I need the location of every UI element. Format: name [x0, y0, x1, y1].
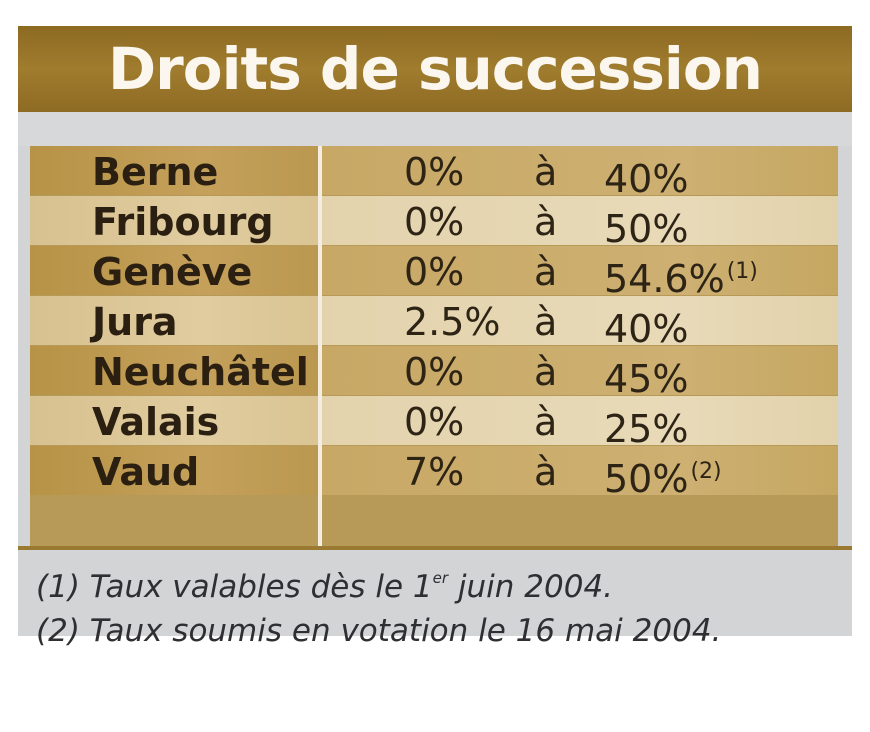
rate-cell: 0% à 40% [322, 146, 838, 201]
canton-name: Jura [92, 300, 178, 344]
canton-cell: Valais [30, 396, 318, 445]
rate-to-value: 50% [604, 207, 689, 251]
canton-name: Genève [92, 250, 253, 294]
inheritance-tax-card: Droits de succession Berne 0% à 40% Frib… [18, 26, 852, 649]
rate-to-value: 45% [604, 357, 689, 401]
rate-separator: à [534, 150, 558, 194]
footnote-1-sup: er [432, 569, 449, 587]
footnote-2: (2) Taux soumis en votation le 16 mai 20… [36, 613, 722, 649]
rate-separator: à [534, 300, 558, 344]
canton-name: Vaud [92, 450, 200, 494]
rate-separator: à [534, 400, 558, 444]
table-row: Neuchâtel 0% à 45% [30, 346, 838, 401]
rate-cell: 0% à 45% [322, 346, 838, 401]
table-row: Vaud 7% à 50%(2) [30, 446, 838, 501]
rate-to: 50%(2) [604, 446, 722, 505]
table-row: Genève 0% à 54.6%(1) [30, 246, 838, 301]
canton-name: Fribourg [92, 200, 274, 244]
rate-to: 54.6%(1) [604, 246, 758, 305]
rate-separator: à [534, 350, 558, 394]
table-bottom-rule [18, 546, 852, 550]
canton-cell: Fribourg [30, 196, 318, 245]
rate-to-value: 50% [604, 457, 689, 501]
rate-to: 40% [604, 146, 690, 205]
rate-from: 0% [404, 250, 465, 294]
rate-to: 25% [604, 396, 690, 455]
rate-cell: 0% à 25% [322, 396, 838, 451]
rate-from: 7% [404, 450, 465, 494]
rate-from: 0% [404, 400, 465, 444]
footnote-1: (1) Taux valables dès le 1er juin 2004. [36, 556, 721, 609]
canton-cell: Vaud [30, 446, 318, 495]
canton-cell: Genève [30, 246, 318, 295]
rate-to-value: 40% [604, 157, 689, 201]
tax-rate-table: Berne 0% à 40% Fribourg 0% à 50% Genève … [30, 146, 838, 546]
rate-cell: 0% à 54.6%(1) [322, 246, 838, 301]
footnote-1-suffix: juin 2004. [448, 569, 614, 605]
table-row: Valais 0% à 25% [30, 396, 838, 451]
canton-cell: Jura [30, 296, 318, 345]
footnote-ref: (1) [726, 259, 758, 284]
table-row: Berne 0% à 40% [30, 146, 838, 201]
rate-separator: à [534, 250, 558, 294]
rate-from: 2.5% [404, 300, 501, 344]
rate-to-value: 54.6% [604, 257, 725, 301]
table-row: Jura 2.5% à 40% [30, 296, 838, 351]
title-gap [18, 112, 852, 146]
canton-cell: Neuchâtel [30, 346, 318, 395]
footnote-1-prefix: (1) Taux valables dès le 1 [36, 569, 433, 605]
rate-cell: 7% à 50%(2) [322, 446, 838, 501]
footnote-ref: (2) [690, 459, 722, 484]
rate-separator: à [534, 200, 558, 244]
canton-name: Valais [92, 400, 220, 444]
rate-to: 45% [604, 346, 690, 405]
rate-to-value: 40% [604, 307, 689, 351]
column-divider [318, 146, 322, 546]
canton-cell: Berne [30, 146, 318, 195]
rate-to: 40% [604, 296, 690, 355]
canton-name: Berne [92, 150, 219, 194]
footnotes: (1) Taux valables dès le 1er juin 2004. … [36, 556, 721, 653]
rate-cell: 2.5% à 40% [322, 296, 838, 351]
rate-to: 50% [604, 196, 690, 255]
rate-from: 0% [404, 200, 465, 244]
table-title: Droits de succession [18, 26, 852, 112]
canton-name: Neuchâtel [92, 350, 309, 394]
rate-from: 0% [404, 150, 465, 194]
rate-cell: 0% à 50% [322, 196, 838, 251]
rate-from: 0% [404, 350, 465, 394]
rate-to-value: 25% [604, 407, 689, 451]
rate-separator: à [534, 450, 558, 494]
table-row: Fribourg 0% à 50% [30, 196, 838, 251]
